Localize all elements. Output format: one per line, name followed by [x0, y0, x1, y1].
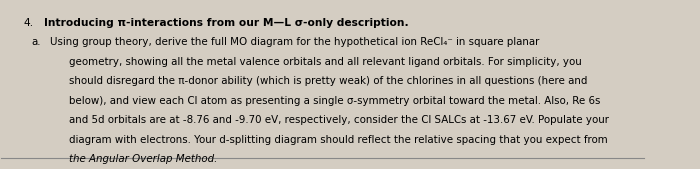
Text: should disregard the π-donor ability (which is pretty weak) of the chlorines in : should disregard the π-donor ability (wh… — [69, 76, 587, 86]
Text: 4.: 4. — [23, 18, 34, 28]
Text: the Angular Overlap Method.: the Angular Overlap Method. — [69, 154, 217, 164]
Text: Using group theory, derive the full MO diagram for the hypothetical ion ReCl₄⁻ i: Using group theory, derive the full MO d… — [50, 38, 540, 47]
Text: Introducing π-interactions from our M—L σ-only description.: Introducing π-interactions from our M—L … — [44, 18, 408, 28]
Text: a.: a. — [31, 38, 41, 47]
Text: below), and view each Cl atom as presenting a single σ-symmetry orbital toward t: below), and view each Cl atom as present… — [69, 96, 601, 106]
Text: and 5d orbitals are at -8.76 and -9.70 eV, respectively, consider the Cl SALCs a: and 5d orbitals are at -8.76 and -9.70 e… — [69, 115, 609, 125]
Text: geometry, showing all the metal valence orbitals and all relevant ligand orbital: geometry, showing all the metal valence … — [69, 57, 582, 67]
Text: diagram with electrons. Your d-splitting diagram should reflect the relative spa: diagram with electrons. Your d-splitting… — [69, 135, 608, 145]
